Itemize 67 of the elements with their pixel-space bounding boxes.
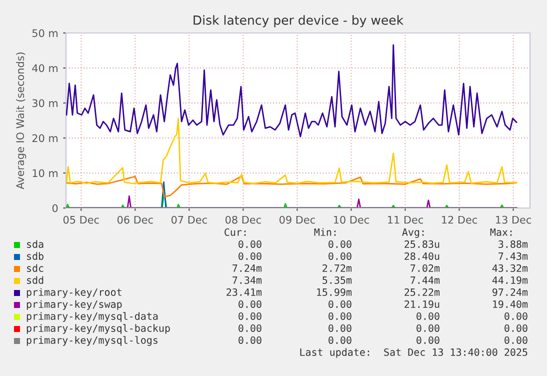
text: 23.41m bbox=[226, 288, 262, 296]
y-tick-label: 30 m bbox=[32, 99, 58, 108]
text: 0.00 bbox=[328, 312, 352, 320]
text: 44.19m bbox=[492, 276, 528, 284]
text: 5.35m bbox=[322, 276, 352, 284]
text: 0.00 bbox=[504, 324, 528, 332]
text: Last update: Sat Dec 13 13:40:00 2025 bbox=[300, 348, 528, 358]
text: 0.00 bbox=[416, 324, 440, 332]
text: 0.00 bbox=[328, 300, 352, 308]
text: 0.00 bbox=[328, 252, 352, 260]
x-tick-label: 11 Dec bbox=[388, 216, 423, 224]
legend-label: primary-key/mysql-backup bbox=[26, 324, 170, 334]
text: 7.43m bbox=[498, 252, 528, 260]
legend-label: sda bbox=[27, 240, 44, 248]
text: 7.44m bbox=[410, 276, 440, 284]
legend-label: sdb bbox=[27, 252, 44, 260]
legend-label: sdc bbox=[27, 264, 44, 272]
text: 0.00 bbox=[328, 324, 352, 332]
text: 7.24m bbox=[232, 264, 262, 272]
text: 0.00 bbox=[238, 312, 262, 320]
text: 0.00 bbox=[328, 336, 352, 344]
text: Max: bbox=[490, 228, 512, 236]
text: 7.02m bbox=[410, 264, 440, 272]
x-tick-label: 05 Dec bbox=[63, 216, 99, 224]
text: 25.22m bbox=[404, 288, 440, 296]
text: 19.40m bbox=[493, 300, 528, 308]
text: 0.00 bbox=[238, 300, 262, 308]
text: 15.99m bbox=[317, 288, 352, 296]
text: 25.83u bbox=[404, 240, 440, 248]
legend-label: sdd bbox=[27, 276, 44, 284]
x-tick-label: 06 Dec bbox=[117, 216, 153, 224]
text: 0.00 bbox=[504, 312, 528, 320]
text: 2.72m bbox=[322, 264, 352, 272]
text: 21.19u bbox=[404, 300, 440, 308]
text: 0.00 bbox=[416, 336, 440, 344]
text: 3.88m bbox=[498, 240, 528, 248]
text: 7.34m bbox=[232, 276, 262, 284]
x-tick-label: 08 Dec bbox=[226, 216, 261, 224]
text: 0.00 bbox=[238, 324, 262, 332]
y-axis-title: Average IO Wait (seconds) bbox=[16, 52, 26, 190]
text: Cur: bbox=[224, 228, 246, 236]
text: 97.24m bbox=[492, 288, 528, 296]
legend-label: primary-key/swap bbox=[26, 300, 122, 310]
y-tick-label: 40 m bbox=[32, 64, 58, 72]
text: 28.40u bbox=[404, 252, 440, 260]
text: 43.32m bbox=[492, 264, 528, 272]
x-tick-label: 10 Dec bbox=[334, 216, 369, 224]
text: 0.00 bbox=[238, 240, 262, 248]
text: 0.00 bbox=[416, 312, 440, 320]
x-tick-label: 12 Dec bbox=[442, 216, 477, 224]
text: 0.00 bbox=[238, 336, 262, 344]
x-tick-label: 07 Dec bbox=[171, 216, 207, 224]
text: 0.00 bbox=[504, 336, 528, 344]
x-tick-label: 13 Dec bbox=[496, 216, 531, 224]
legend-label: primary-key/mysql-data bbox=[26, 312, 158, 322]
y-tick-label: 50 m bbox=[32, 29, 58, 38]
y-tick-label: 10 m bbox=[32, 169, 58, 178]
text: Avg: bbox=[402, 228, 424, 238]
chart-title: Disk latency per device - by week bbox=[194, 15, 404, 28]
legend-label: primary-key/root bbox=[26, 288, 122, 298]
y-tick-label: 20 m bbox=[32, 134, 58, 142]
text: 0.00 bbox=[328, 240, 352, 248]
legend-label: primary-key/mysql-logs bbox=[26, 336, 158, 346]
text: Min: bbox=[314, 228, 336, 236]
y-tick-label: 0 bbox=[52, 204, 58, 212]
x-tick-label: 09 Dec bbox=[280, 216, 315, 224]
text: 0.00 bbox=[238, 252, 262, 260]
